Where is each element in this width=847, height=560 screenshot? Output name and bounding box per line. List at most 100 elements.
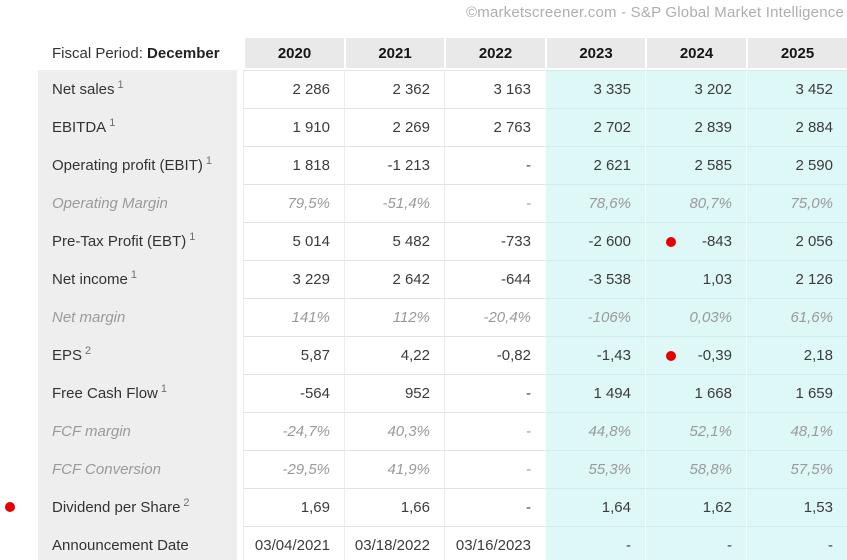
table-row: FCF margin -24,7% 40,3% - 44,8% 52,1% 48… — [38, 412, 847, 450]
value-cell: 03/18/2022 — [344, 526, 444, 560]
cell-value: 2 286 — [292, 81, 330, 98]
cell-value: 48,1% — [790, 423, 833, 440]
value-cell: - — [645, 526, 746, 560]
value-cell: -106% — [545, 298, 645, 336]
value-cell: 2 763 — [444, 108, 545, 146]
cell-value: 40,3% — [387, 423, 430, 440]
row-label-cell: EPS 2 — [38, 336, 243, 374]
cell-value: 03/16/2023 — [455, 537, 531, 554]
cell-value: 41,9% — [387, 461, 430, 478]
value-cell: 3 229 — [243, 260, 344, 298]
year-column-header: 2024 — [645, 38, 746, 70]
value-cell: 03/16/2023 — [444, 526, 545, 560]
value-cell: -644 — [444, 260, 545, 298]
cell-value: 4,22 — [400, 347, 430, 364]
row-label-footnote: 2 — [85, 344, 92, 357]
cell-value: 952 — [404, 385, 430, 402]
value-cell: 80,7% — [645, 184, 746, 222]
row-label-cell: Pre-Tax Profit (EBT) 1 — [38, 222, 243, 260]
value-cell: - — [444, 488, 545, 526]
value-cell: 52,1% — [645, 412, 746, 450]
cell-value: 55,3% — [588, 461, 631, 478]
table-row: Dividend per Share 2 1,69 1,66 - 1,64 1,6… — [5, 488, 847, 526]
table-row: EBITDA 1 1 910 2 269 2 763 2 702 2 839 2 … — [38, 108, 847, 146]
value-cell: 3 452 — [746, 70, 847, 108]
value-cell: -24,7% — [243, 412, 344, 450]
row-label-cell: Net sales 1 — [38, 70, 243, 108]
cell-value: - — [526, 499, 531, 516]
value-cell: - — [444, 374, 545, 412]
row-label-footnote: 1 — [205, 154, 213, 167]
value-cell: - — [444, 412, 545, 450]
value-cell: 40,3% — [344, 412, 444, 450]
value-cell: 41,9% — [344, 450, 444, 488]
cell-value: 44,8% — [588, 423, 631, 440]
value-cell: -2 600 — [545, 222, 645, 260]
table-row: Net sales 1 2 286 2 362 3 163 3 335 3 202… — [38, 70, 847, 108]
financials-table: Fiscal Period: December 2020 2021 2022 2… — [5, 38, 847, 560]
year-column-header: 2022 — [444, 38, 545, 70]
value-cell: -1,43 — [545, 336, 645, 374]
cell-value: -2 600 — [588, 233, 631, 250]
cell-value: 1 659 — [795, 385, 833, 402]
cell-value: 1 910 — [292, 119, 330, 136]
row-label-cell: Net margin — [38, 298, 243, 336]
red-dot-icon — [666, 236, 676, 247]
table-body: Net sales 1 2 286 2 362 3 163 3 335 3 202… — [5, 70, 847, 560]
row-label-cell: Net income 1 — [38, 260, 243, 298]
cell-value: 1,69 — [300, 499, 330, 516]
cell-value: - — [526, 385, 531, 402]
value-cell: 78,6% — [545, 184, 645, 222]
fiscal-period-label: Fiscal Period: — [52, 44, 143, 62]
table-row: Operating profit (EBIT) 1 1 818 -1 213 - … — [38, 146, 847, 184]
cell-value: -1 213 — [387, 157, 430, 174]
cell-value: 61,6% — [790, 309, 833, 326]
cell-value: 1 818 — [292, 157, 330, 174]
cell-value: - — [626, 537, 631, 554]
row-label: EPS — [52, 346, 83, 364]
cell-value: - — [526, 423, 531, 440]
value-cell: -843 — [645, 222, 746, 260]
cell-value: 1,64 — [601, 499, 631, 516]
cell-value: - — [526, 461, 531, 478]
value-cell: -0,39 — [645, 336, 746, 374]
cell-value: 03/04/2021 — [254, 537, 330, 554]
row-label-footnote: 1 — [189, 230, 196, 243]
value-cell: 2 839 — [645, 108, 746, 146]
cell-value: 0,03% — [689, 309, 732, 326]
year-column-header: 2020 — [243, 38, 344, 70]
row-label-footnote: 1 — [130, 268, 137, 281]
cell-value: - — [727, 537, 732, 554]
value-cell: - — [444, 450, 545, 488]
cell-value: 3 163 — [493, 81, 531, 98]
cell-value: 2 621 — [593, 157, 631, 174]
cell-value: 03/18/2022 — [354, 537, 430, 554]
cell-value: -843 — [701, 233, 732, 250]
row-label: FCF margin — [52, 422, 131, 440]
cell-value: 78,6% — [588, 195, 631, 212]
value-cell: 2 590 — [746, 146, 847, 184]
cell-value: -644 — [500, 271, 531, 288]
cell-value: -564 — [299, 385, 330, 402]
cell-value: -1,43 — [596, 347, 631, 364]
cell-value: 5 014 — [292, 233, 330, 250]
value-cell: 2 286 — [243, 70, 344, 108]
row-label-cell: Operating profit (EBIT) 1 — [38, 146, 243, 184]
row-label-cell: FCF margin — [38, 412, 243, 450]
table-header-row: Fiscal Period: December 2020 2021 2022 2… — [38, 38, 847, 70]
value-cell: 0,03% — [645, 298, 746, 336]
value-cell: 58,8% — [645, 450, 746, 488]
value-cell: 2 056 — [746, 222, 847, 260]
cell-value: - — [526, 157, 531, 174]
row-label-cell: Operating Margin — [38, 184, 243, 222]
cell-value: 3 452 — [795, 81, 833, 98]
row-label: Operating Margin — [52, 194, 168, 212]
row-label: Net margin — [52, 308, 126, 326]
year-column-header: 2021 — [344, 38, 444, 70]
red-dot-icon — [666, 350, 676, 361]
cell-value: 1,53 — [803, 499, 833, 516]
cell-value: -3 538 — [588, 271, 631, 288]
value-cell: 1 910 — [243, 108, 344, 146]
row-label: Operating profit (EBIT) — [52, 156, 203, 174]
value-cell: 2 269 — [344, 108, 444, 146]
